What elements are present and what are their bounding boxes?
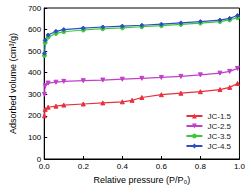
- svg-text:100: 100: [28, 133, 42, 142]
- svg-text:JC-4.5: JC-4.5: [207, 142, 231, 151]
- svg-text:600: 600: [28, 25, 42, 34]
- svg-text:700: 700: [28, 4, 42, 13]
- svg-text:JC-3.5: JC-3.5: [207, 132, 231, 141]
- svg-text:300: 300: [28, 90, 42, 99]
- svg-text:0.0: 0.0: [39, 162, 51, 171]
- svg-text:0: 0: [36, 154, 42, 164]
- svg-text:0.6: 0.6: [156, 162, 168, 171]
- svg-text:JC-1.5: JC-1.5: [207, 112, 231, 121]
- svg-text:Adsorbed volume (cm³/g): Adsorbed volume (cm³/g): [8, 33, 18, 134]
- svg-text:JC-2.5: JC-2.5: [207, 122, 231, 131]
- svg-text:Relative pressure (P/P₀): Relative pressure (P/P₀): [93, 175, 190, 185]
- svg-text:400: 400: [28, 68, 42, 77]
- svg-text:500: 500: [28, 47, 42, 56]
- svg-text:0.8: 0.8: [195, 162, 207, 171]
- svg-text:200: 200: [28, 111, 42, 120]
- svg-text:0.4: 0.4: [117, 162, 129, 171]
- svg-text:1.0: 1.0: [234, 162, 246, 171]
- svg-text:0.2: 0.2: [78, 162, 90, 171]
